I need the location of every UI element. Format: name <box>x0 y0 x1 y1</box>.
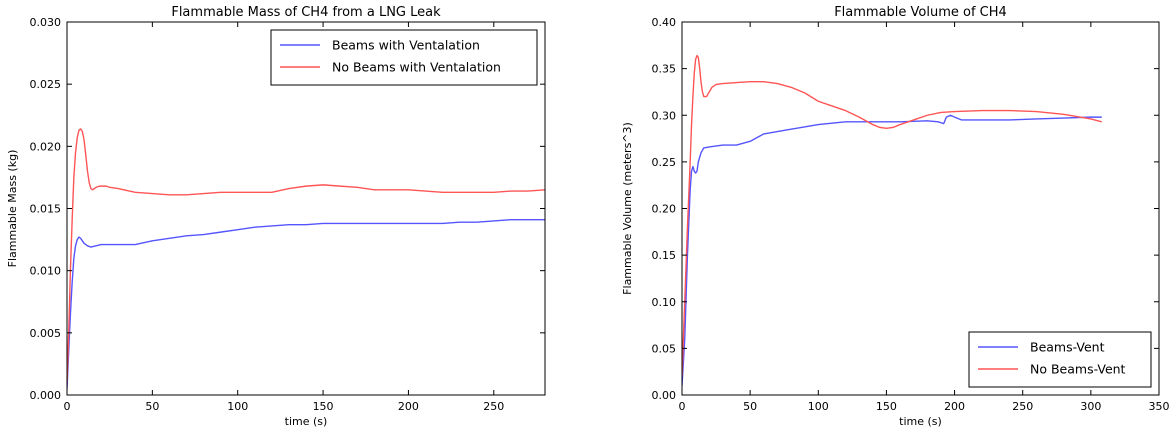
x-tick-label: 100 <box>808 400 829 413</box>
y-tick-label: 0.020 <box>30 140 62 153</box>
x-tick-label: 150 <box>313 400 334 413</box>
y-tick-label: 0.030 <box>30 16 62 29</box>
y-tick-label: 0.015 <box>30 203 62 216</box>
mass-chart: Flammable Mass of CH4 from a LNG Leak 0 50… <box>6 5 546 428</box>
y-tick-label: 0.35 <box>652 63 677 76</box>
y-tick-label: 0.00 <box>652 389 677 402</box>
x-tick-label: 250 <box>483 400 504 413</box>
legend: Beams-Vent No Beams-Vent <box>968 331 1152 388</box>
x-tick-label: 250 <box>1012 400 1033 413</box>
x-tick-label: 50 <box>145 400 159 413</box>
x-tick-label: 0 <box>679 400 686 413</box>
legend-entry-0: Beams-Vent <box>1030 340 1105 355</box>
y-tick-label: 0.40 <box>652 16 677 29</box>
chart-title: Flammable Volume of CH4 <box>834 5 1007 20</box>
x-tick-label: 200 <box>398 400 419 413</box>
y-tick-label: 0.25 <box>652 156 677 169</box>
x-tick-label: 200 <box>944 400 965 413</box>
legend: Beams with Ventalation No Beams with Vent… <box>270 29 538 86</box>
series-line-0 <box>682 114 1102 386</box>
x-axis-label: time (s) <box>285 415 328 428</box>
y-tick-label: 0.10 <box>652 296 677 309</box>
y-tick-label: 0.20 <box>652 203 677 216</box>
legend-entry-1: No Beams with Ventalation <box>332 60 501 75</box>
y-tick-label: 0.000 <box>30 389 62 402</box>
y-tick-label: 0.30 <box>652 109 677 122</box>
series-line-1 <box>682 54 1102 377</box>
x-tick-label: 100 <box>227 400 248 413</box>
x-tick-label: 150 <box>876 400 897 413</box>
x-tick-label: 50 <box>743 400 757 413</box>
y-tick-label: 0.025 <box>30 78 62 91</box>
y-tick-label: 0.010 <box>30 265 62 278</box>
x-axis-label: time (s) <box>899 415 942 428</box>
y-axis-label: Flammable Volume (meters^3) <box>621 122 634 295</box>
legend-box <box>968 331 1152 388</box>
y-tick-label: 0.005 <box>30 327 62 340</box>
series-line-0 <box>67 218 545 389</box>
legend-entry-1: No Beams-Vent <box>1030 362 1126 377</box>
series-line-1 <box>67 128 545 383</box>
legend-entry-0: Beams with Ventalation <box>332 38 480 53</box>
x-tick-label: 350 <box>1149 400 1170 413</box>
x-tick-label: 0 <box>64 400 71 413</box>
x-tick-label: 300 <box>1080 400 1101 413</box>
y-tick-label: 0.05 <box>652 342 677 355</box>
y-tick-label: 0.15 <box>652 249 677 262</box>
y-axis-label: Flammable Mass (kg) <box>6 150 19 268</box>
volume-chart: Flammable Volume of CH4 0 50 100 150 200 250 30… <box>621 5 1170 428</box>
chart-title: Flammable Mass of CH4 from a LNG Leak <box>171 5 441 20</box>
legend-box <box>270 29 538 86</box>
